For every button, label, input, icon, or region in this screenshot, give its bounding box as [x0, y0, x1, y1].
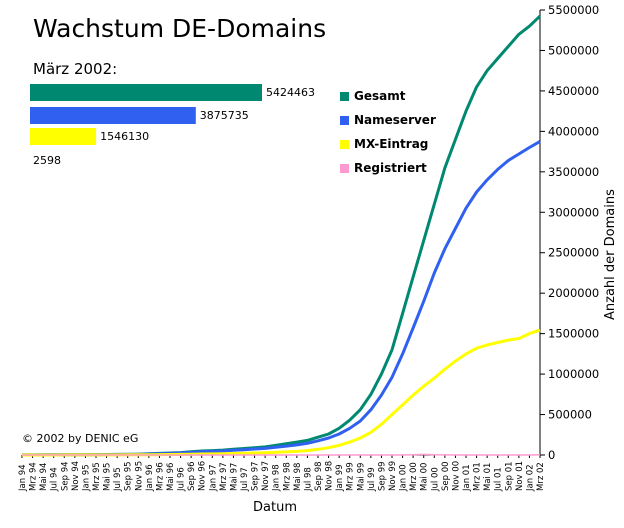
legend-label-nameserver: Nameserver: [354, 113, 436, 127]
x-tick-label: Jan 00: [399, 464, 409, 492]
y-tick-label: 1500000: [548, 327, 599, 341]
y-tick-label: 4500000: [548, 84, 599, 98]
x-tick-label: Sep 00: [441, 461, 451, 491]
summary-bar-nameserver: [30, 107, 196, 124]
legend-item-nameserver: Nameserver: [340, 108, 436, 132]
x-tick-label: Sep 96: [187, 461, 197, 491]
summary-bar-value-mx-eintrag: 1546130: [100, 130, 149, 143]
x-tick-label: Mrz 00: [409, 462, 419, 491]
x-tick-label: Mai 96: [166, 463, 176, 491]
x-tick-label: Mrz 02: [536, 462, 546, 491]
x-tick-label: Jul 00: [430, 467, 440, 492]
series-line-gesamt: [22, 15, 542, 457]
y-tick-label: 1000000: [548, 367, 599, 381]
x-tick-label: Nov 97: [261, 461, 271, 491]
summary-bar-mx-eintrag: [30, 128, 97, 145]
x-tick-label: Nov 94: [71, 461, 81, 491]
x-tick-label: Sep 97: [251, 461, 261, 491]
x-tick-label: Jul 94: [50, 467, 60, 492]
legend-item-registriert: Registriert: [340, 156, 436, 180]
x-tick-label: Sep 94: [60, 461, 70, 491]
x-tick-label: Jul 97: [240, 467, 250, 492]
x-axis-label: Datum: [253, 500, 297, 515]
x-tick-label: Jan 99: [335, 464, 345, 492]
x-tick-label: Nov 01: [515, 461, 525, 491]
x-tick-label: Mai 00: [420, 463, 430, 491]
x-tick-label: Nov 99: [388, 461, 398, 491]
legend-swatch-gesamt: [340, 91, 349, 101]
x-tick-label: Jan 96: [145, 464, 155, 492]
x-tick-label: Jan 02: [525, 464, 535, 492]
x-tick-label: Sep 95: [124, 461, 134, 491]
x-tick-label: Jan 97: [208, 464, 218, 492]
x-tick-label: Jul 98: [303, 467, 313, 492]
x-tick-label: Mrz 98: [282, 462, 292, 491]
y-tick-label: 5500000: [548, 3, 599, 17]
x-tick-label: Mai 99: [356, 463, 366, 491]
chart-title: Wachstum DE-Domains: [33, 14, 327, 43]
legend-label-mx-eintrag: MX-Eintrag: [354, 137, 429, 151]
summary-bar-value-gesamt: 5424463: [266, 86, 315, 99]
x-tick-label: Mai 95: [103, 463, 113, 491]
copyright-text: © 2002 by DENIC eG: [22, 432, 139, 445]
legend-label-gesamt: Gesamt: [354, 89, 406, 103]
x-tick-label: Jul 01: [494, 467, 504, 492]
x-tick-label: Mrz 96: [155, 462, 165, 491]
x-tick-label: Jul 95: [113, 467, 123, 492]
chart-subtitle: März 2002:: [33, 60, 118, 78]
x-tick-label: Mrz 94: [29, 462, 39, 491]
legend-swatch-mx-eintrag: [340, 139, 349, 149]
legend-item-gesamt: Gesamt: [340, 84, 436, 108]
x-tick-label: Jul 96: [177, 467, 187, 492]
x-tick-label: Mrz 97: [219, 462, 229, 491]
x-tick-label: Nov 95: [134, 461, 144, 491]
x-tick-label: Jan 95: [81, 464, 91, 492]
y-tick-label: 3000000: [548, 205, 599, 219]
summary-bar-gesamt: [30, 84, 262, 101]
legend-item-mx-eintrag: MX-Eintrag: [340, 132, 436, 156]
x-tick-label: Mai 98: [293, 463, 303, 491]
y-axis-label: Anzahl der Domains: [603, 189, 618, 320]
y-tick-label: 0: [548, 448, 555, 462]
x-tick-label: Nov 00: [451, 461, 461, 491]
x-tick-label: Nov 96: [198, 461, 208, 491]
x-tick-label: Jan 98: [272, 464, 282, 492]
y-tick-label: 3500000: [548, 165, 599, 179]
y-tick-label: 2000000: [548, 286, 599, 300]
legend-label-registriert: Registriert: [354, 161, 427, 175]
x-tick-label: Jan 94: [18, 464, 28, 492]
y-tick-label: 500000: [548, 408, 592, 422]
legend: Gesamt Nameserver MX-Eintrag Registriert: [340, 84, 436, 180]
x-tick-label: Nov 98: [325, 461, 335, 491]
series-line-registriert: [22, 453, 541, 456]
x-tick-label: Mai 97: [229, 463, 239, 491]
y-tick-label: 2500000: [548, 246, 599, 260]
y-tick-label: 5000000: [548, 43, 599, 57]
x-tick-label: Sep 99: [377, 461, 387, 491]
x-tick-label: Mai 94: [39, 463, 49, 491]
series-line-nameserver: [22, 140, 541, 457]
x-tick-label: Sep 01: [504, 461, 514, 491]
summary-bar-value-nameserver: 3875735: [200, 109, 249, 122]
legend-swatch-registriert: [340, 163, 349, 173]
x-tick-label: Jan 01: [462, 464, 472, 492]
x-tick-label: Jul 99: [367, 467, 377, 492]
summary-bar-value-registriert: 2598: [33, 154, 61, 167]
x-tick-label: Mai 01: [483, 463, 493, 491]
x-tick-label: Mrz 01: [473, 462, 483, 491]
legend-swatch-nameserver: [340, 115, 349, 125]
x-tick-label: Mrz 95: [92, 462, 102, 491]
y-tick-label: 4000000: [548, 124, 599, 138]
x-tick-label: Mrz 99: [346, 462, 356, 491]
x-tick-label: Sep 98: [314, 461, 324, 491]
